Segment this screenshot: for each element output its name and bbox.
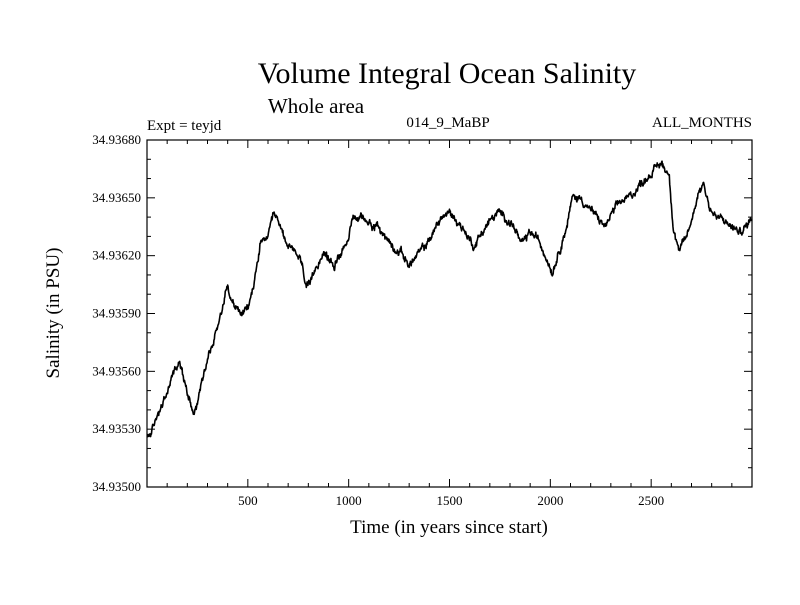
y-tick-label: 34.93680 [92, 132, 141, 147]
y-axis-title: Salinity (in PSU) [43, 248, 64, 379]
x-tick-label: 1500 [437, 493, 463, 508]
x-tick-label: 2000 [537, 493, 563, 508]
x-tick-label: 500 [238, 493, 258, 508]
x-axis-tick-labels: 500 1000 1500 2000 2500 [238, 493, 664, 508]
y-tick-label: 34.93530 [92, 421, 141, 436]
y-tick-label: 34.93650 [92, 190, 141, 205]
period-label: ALL_MONTHS [652, 115, 752, 131]
plot-frame [146, 139, 753, 488]
chart-title: Volume Integral Ocean Salinity [258, 57, 637, 90]
x-axis-title: Time (in years since start) [350, 517, 548, 538]
x-tick-label: 2500 [638, 493, 664, 508]
y-tick-label: 34.93560 [92, 363, 141, 378]
salinity-series-line [146, 160, 753, 438]
y-tick-label: 34.93590 [92, 306, 141, 321]
experiment-label: Expt = teyjd [147, 118, 222, 134]
y-tick-label: 34.93500 [92, 479, 141, 494]
x-axis-ticks [166, 140, 733, 487]
run-label: 014_9_MaBP [406, 115, 489, 131]
y-axis-tick-labels: 34.93500 34.93530 34.93560 34.93590 34.93620… [92, 132, 141, 494]
chart-subtitle: Whole area [268, 94, 365, 118]
y-axis-ticks [147, 158, 752, 469]
y-tick-label: 34.93620 [92, 248, 141, 263]
x-tick-label: 1000 [336, 493, 362, 508]
